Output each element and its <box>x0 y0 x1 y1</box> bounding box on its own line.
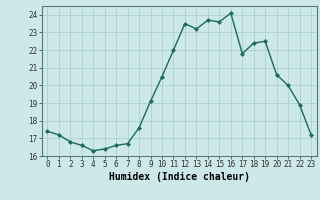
X-axis label: Humidex (Indice chaleur): Humidex (Indice chaleur) <box>109 172 250 182</box>
